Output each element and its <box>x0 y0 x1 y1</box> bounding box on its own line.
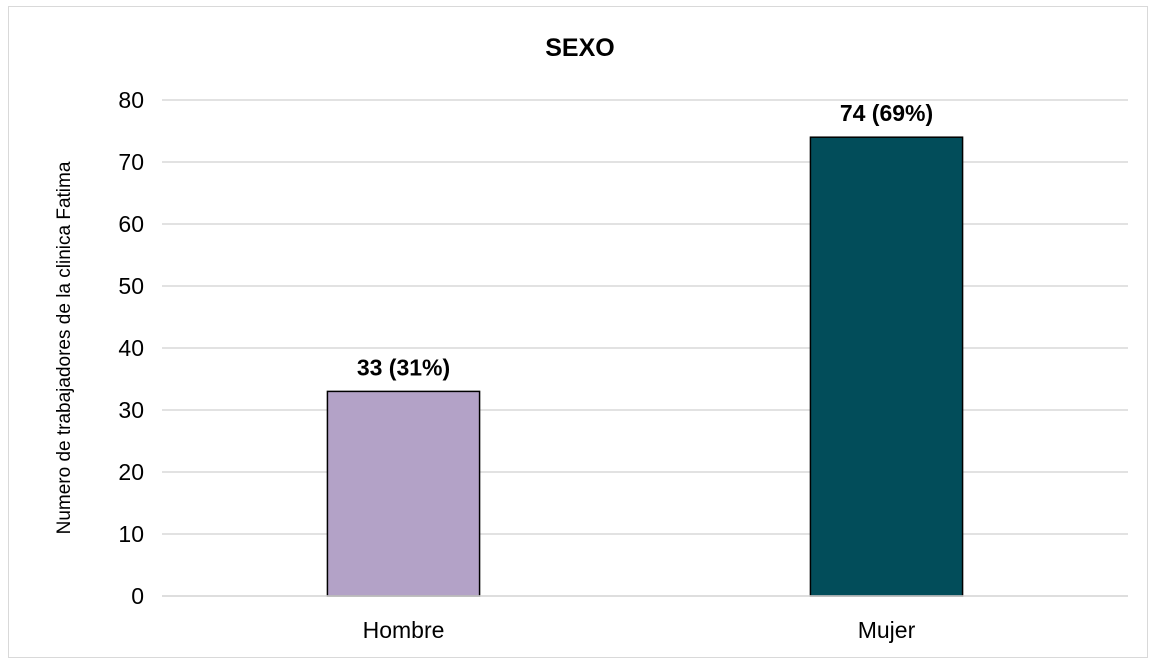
gridlines <box>162 99 1128 597</box>
x-tick-label-hombre: Hombre <box>363 617 445 643</box>
bar-mujer <box>809 136 964 597</box>
y-tick-label: 20 <box>118 459 144 485</box>
bars: 33 (31%) 74 (69%) <box>326 100 964 597</box>
y-tick-label: 30 <box>118 397 144 423</box>
x-tick-label-mujer: Mujer <box>858 617 916 643</box>
y-tick-label: 50 <box>118 273 144 299</box>
chart-title: SEXO <box>545 34 614 62</box>
bar-hombre <box>326 390 481 597</box>
data-label-mujer: 74 (69%) <box>840 100 933 126</box>
data-label-hombre: 33 (31%) <box>357 354 450 380</box>
y-axis-label: Numero de trabajadores de la clinica Fat… <box>54 161 75 534</box>
y-tick-label: 40 <box>118 335 144 361</box>
axes: 0 10 20 30 40 50 60 70 80 Hombre Mujer <box>118 87 1128 643</box>
y-tick-label: 80 <box>118 87 144 113</box>
y-tick-label: 60 <box>118 211 144 237</box>
y-tick-label: 0 <box>131 583 144 609</box>
y-tick-label: 10 <box>118 521 144 547</box>
y-tick-label: 70 <box>118 149 144 175</box>
